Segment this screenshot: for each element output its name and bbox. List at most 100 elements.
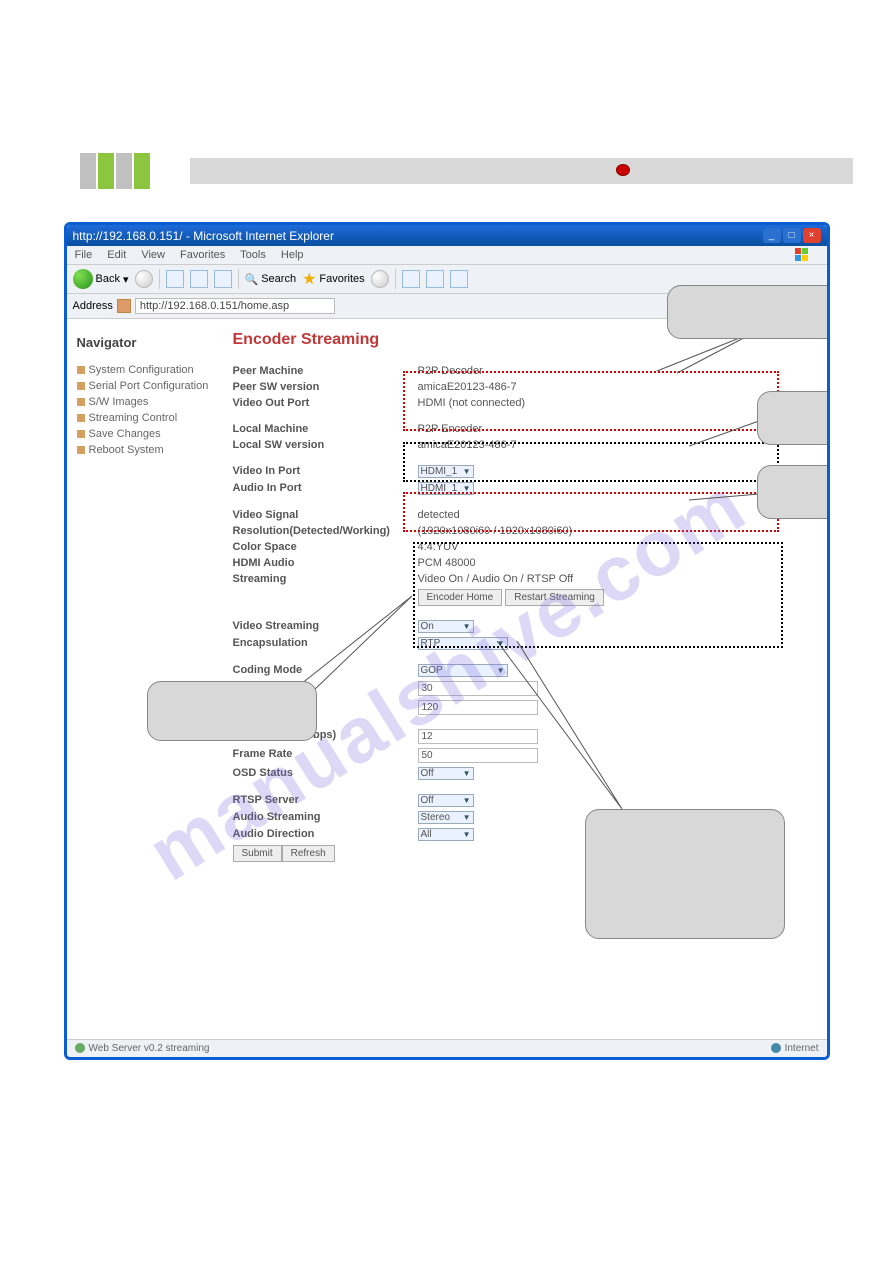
bullet-icon [77, 366, 85, 374]
field-osd: OSD StatusOff▼ [233, 765, 817, 782]
field-peer-machine: Peer MachineP2P Decoder [233, 363, 817, 379]
mail-icon[interactable] [402, 270, 420, 288]
field-video-in: Video In PortHDMI_1▼ [233, 463, 817, 480]
field-bitrate: Video Bitrate(Mbps)12 [233, 727, 817, 746]
field-local-machine: Local MachineP2P Encoder [233, 421, 817, 437]
osd-select[interactable]: Off▼ [418, 767, 474, 780]
field-peer-sw: Peer SW versionamicaE20123-486-7 [233, 379, 817, 395]
forward-button[interactable] [135, 270, 153, 288]
status-right: Internet [771, 1043, 819, 1054]
history-icon[interactable] [371, 270, 389, 288]
field-rtsp: RTSP ServerOff▼ [233, 792, 817, 809]
rtsp-select[interactable]: Off▼ [418, 794, 474, 807]
sidebar-item-reboot[interactable]: Reboot System [77, 442, 227, 458]
menu-tools[interactable]: Tools [240, 249, 266, 261]
video-in-select[interactable]: HDMI_1▼ [418, 465, 474, 478]
star-icon: ★ [302, 269, 316, 289]
video-streaming-select[interactable]: On▼ [418, 620, 474, 633]
close-button[interactable]: × [803, 228, 821, 243]
sidebar-item-sw[interactable]: S/W Images [77, 394, 227, 410]
bullet-icon [77, 382, 85, 390]
content-area: manualshive.com Navigator System Configu… [67, 319, 827, 1039]
red-dot-icon [616, 164, 630, 176]
field-coding-mode: Coding ModeGOP▼ [233, 662, 817, 679]
bar [134, 153, 150, 189]
bar [80, 153, 96, 189]
strip-background [190, 158, 853, 184]
globe-icon [771, 1043, 781, 1053]
print-icon[interactable] [426, 270, 444, 288]
framerate-input[interactable]: 50 [418, 748, 538, 763]
field-framerate: Frame Rate50 [233, 746, 817, 765]
separator [395, 269, 396, 289]
status-icon [75, 1043, 85, 1053]
field-resolution: Resolution(Detected/Working)(1920x1080i6… [233, 523, 817, 539]
forward-icon [135, 270, 153, 288]
sidebar-item-system[interactable]: System Configuration [77, 362, 227, 378]
audio-streaming-select[interactable]: Stereo▼ [418, 811, 474, 824]
separator [238, 269, 239, 289]
color-bars [80, 153, 150, 189]
favorites-button[interactable]: ★Favorites [302, 269, 365, 289]
home-icon[interactable] [214, 270, 232, 288]
bar [116, 153, 132, 189]
encoder-home-button[interactable]: Encoder Home [418, 589, 503, 606]
submit-button[interactable]: Submit [233, 845, 282, 862]
menu-favorites[interactable]: Favorites [180, 249, 225, 261]
search-button[interactable]: 🔍 Search [245, 273, 297, 286]
page-header-strip [0, 150, 893, 192]
menu-edit[interactable]: Edit [107, 249, 126, 261]
address-input[interactable]: http://192.168.0.151/home.asp [135, 298, 335, 314]
stop-icon[interactable] [166, 270, 184, 288]
page-icon [117, 299, 131, 313]
bullet-icon [77, 414, 85, 422]
window-buttons: _ □ × [763, 228, 821, 243]
bullet-icon [77, 398, 85, 406]
sidebar-item-save[interactable]: Save Changes [77, 426, 227, 442]
encapsulation-select[interactable]: RTP▼ [418, 637, 508, 650]
browser-window: http://192.168.0.151/ - Microsoft Intern… [64, 222, 830, 1060]
field-gop-size: GOP Size30 [233, 679, 817, 698]
bitrate-input[interactable]: 12 [418, 729, 538, 744]
menu-help[interactable]: Help [281, 249, 304, 261]
main-content: Encoder Streaming Peer MachineP2P Decode… [227, 331, 817, 1011]
toolbar: Back ▾ 🔍 Search ★Favorites [67, 265, 827, 294]
window-title: http://192.168.0.151/ - Microsoft Intern… [73, 229, 334, 243]
submit-buttons: Submit Refresh [233, 843, 817, 864]
windows-logo-icon [795, 248, 809, 262]
bullet-icon [77, 446, 85, 454]
back-button[interactable]: Back ▾ [73, 269, 129, 289]
sidebar-item-streaming[interactable]: Streaming Control [77, 410, 227, 426]
field-hdmi-audio: HDMI AudioPCM 48000 [233, 555, 817, 571]
status-bar: Web Server v0.2 streaming Internet [67, 1039, 827, 1057]
status-buttons: Encoder Home Restart Streaming [233, 587, 817, 608]
maximize-button[interactable]: □ [783, 228, 801, 243]
menu-bar: File Edit View Favorites Tools Help [67, 246, 827, 265]
intra-count-input[interactable]: 120 [418, 700, 538, 715]
menu-file[interactable]: File [75, 249, 93, 261]
refresh-icon[interactable] [190, 270, 208, 288]
address-bar: Address http://192.168.0.151/home.asp [67, 294, 827, 319]
coding-mode-select[interactable]: GOP▼ [418, 664, 508, 677]
menu-view[interactable]: View [141, 249, 165, 261]
field-video-streaming: Video StreamingOn▼ [233, 618, 817, 635]
refresh-button[interactable]: Refresh [282, 845, 335, 862]
sidebar-title: Navigator [77, 335, 227, 350]
sidebar-list: System Configuration Serial Port Configu… [77, 362, 227, 458]
title-bar: http://192.168.0.151/ - Microsoft Intern… [67, 225, 827, 246]
sidebar: Navigator System Configuration Serial Po… [77, 331, 227, 1011]
field-signal: Video Signaldetected [233, 507, 817, 523]
field-audio-in: Audio In PortHDMI_1▼ [233, 480, 817, 497]
audio-direction-select[interactable]: All▼ [418, 828, 474, 841]
page-title: Encoder Streaming [233, 331, 817, 349]
sidebar-item-serial[interactable]: Serial Port Configuration [77, 378, 227, 394]
bullet-icon [77, 430, 85, 438]
bar [98, 153, 114, 189]
audio-in-select[interactable]: HDMI_1▼ [418, 482, 474, 495]
field-audio-direction: Audio DirectionAll▼ [233, 826, 817, 843]
minimize-button[interactable]: _ [763, 228, 781, 243]
gop-size-input[interactable]: 30 [418, 681, 538, 696]
edit-icon[interactable] [450, 270, 468, 288]
field-colorspace: Color Space4:4:YUV [233, 539, 817, 555]
restart-streaming-button[interactable]: Restart Streaming [505, 589, 604, 606]
